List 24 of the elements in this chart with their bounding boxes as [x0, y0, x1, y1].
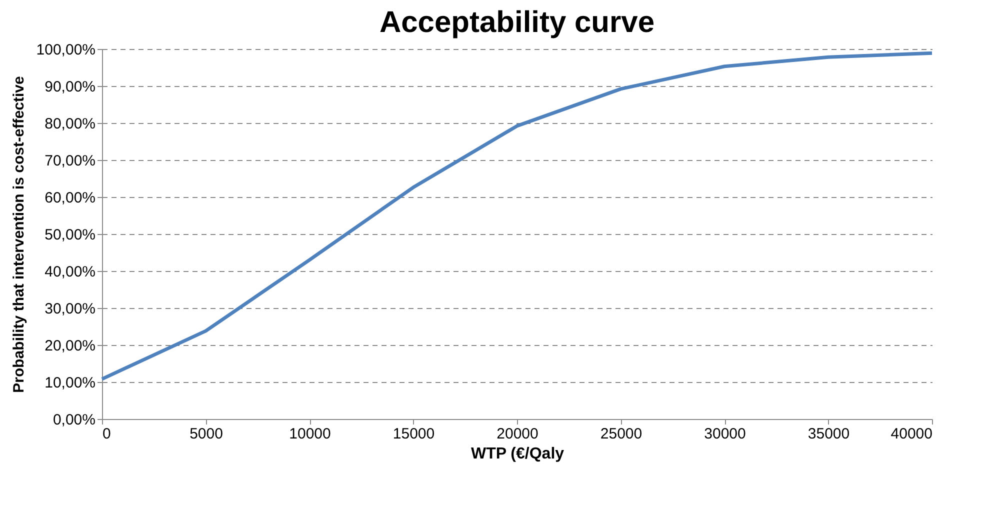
y-tick-label: 60,00% [44, 190, 96, 206]
chart-title: Acceptability curve [379, 6, 655, 39]
y-tick-label: 40,00% [44, 264, 96, 280]
x-tick-label: 15000 [392, 426, 435, 442]
y-tick-label: 90,00% [44, 78, 96, 96]
x-axis-title: WTP (€/Qaly [470, 446, 564, 462]
x-tick-label: 0 [102, 426, 111, 442]
y-tick-label: 30,00% [44, 300, 96, 318]
x-tick-label: 10000 [289, 426, 331, 442]
y-axis-title: Probability that intervention is cost-effective [10, 76, 28, 393]
y-tick-label: 0,00% [52, 412, 96, 428]
y-tick-label: 70,00% [44, 152, 96, 170]
y-tick-label: 100,00% [36, 42, 96, 58]
x-tick-label: 40000 [890, 426, 932, 442]
y-tick-label: 80,00% [44, 116, 96, 132]
y-tick-label: 50,00% [44, 226, 96, 244]
y-tick-label: 20,00% [44, 338, 96, 354]
line-series [100, 51, 934, 381]
x-tick-label: 20000 [496, 426, 538, 442]
x-tick-label: 35000 [808, 426, 850, 442]
x-tick-label: 5000 [190, 426, 223, 442]
x-tick-label: 30000 [704, 426, 746, 442]
x-tick-label: 25000 [600, 426, 642, 442]
y-tick-label: 10,00% [44, 374, 96, 392]
